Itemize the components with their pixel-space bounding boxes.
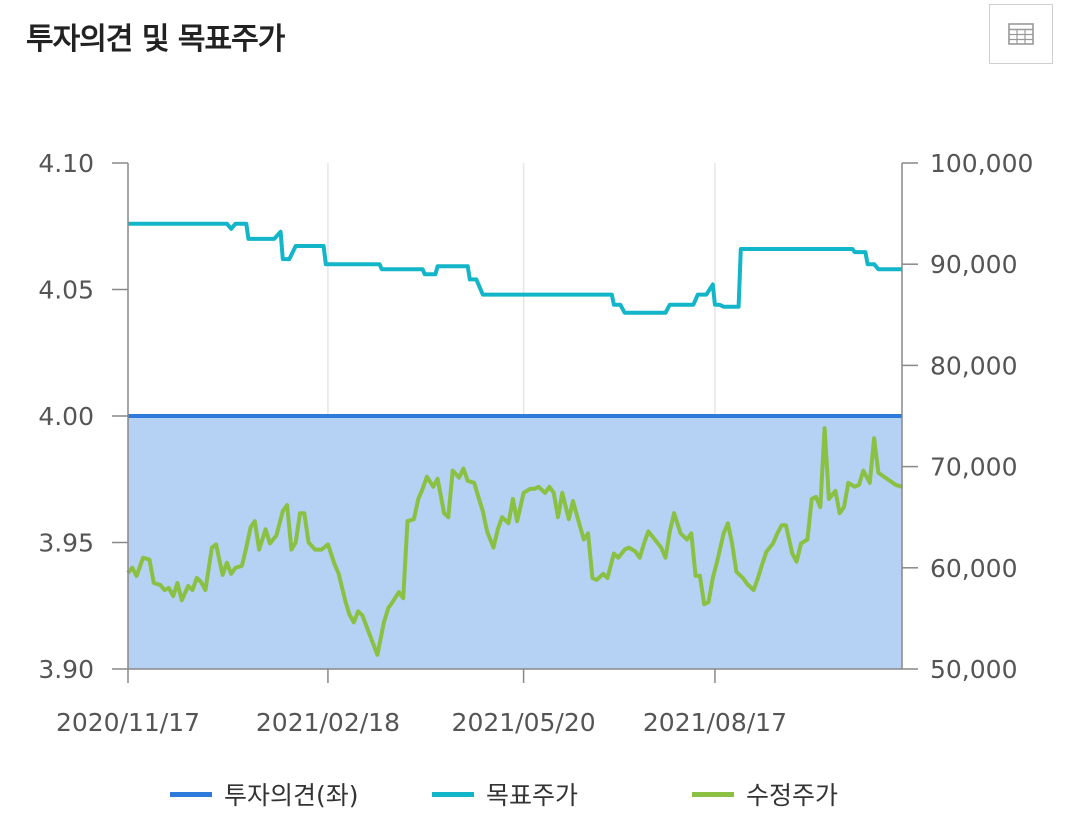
- legend-swatch-price: [692, 791, 734, 797]
- legend-item-price[interactable]: 수정주가: [692, 776, 838, 812]
- y-left-tick-label: 4.10: [38, 149, 94, 178]
- table-icon: [1008, 23, 1034, 45]
- legend-item-opinion[interactable]: 투자의견(좌): [170, 776, 359, 812]
- y-right-tick-label: 100,000: [930, 149, 1033, 178]
- y-left-tick-label: 3.95: [38, 529, 94, 558]
- x-tick-label: 2021/08/17: [643, 708, 787, 737]
- x-tick-label: 2021/05/20: [452, 708, 596, 737]
- legend-swatch-target: [432, 791, 474, 797]
- y-right-tick-label: 60,000: [930, 554, 1017, 583]
- opinion-area: [128, 416, 902, 669]
- page-title: 투자의견 및 목표주가: [26, 22, 285, 57]
- legend-swatch-opinion: [170, 791, 212, 797]
- legend-label-opinion: 투자의견(좌): [224, 781, 359, 810]
- y-right-tick-label: 90,000: [930, 250, 1017, 279]
- legend-label-target: 목표주가: [486, 781, 579, 810]
- table-view-button[interactable]: [989, 4, 1053, 64]
- plot-series: [126, 221, 903, 669]
- x-tick-label: 2021/02/18: [256, 708, 400, 737]
- legend-label-price: 수정주가: [746, 781, 839, 810]
- adjusted-price-line: [126, 426, 903, 657]
- x-tick-label: 2020/11/17: [56, 708, 200, 737]
- y-right-tick-label: 70,000: [930, 453, 1017, 482]
- legend: 투자의견(좌) 목표주가 수정주가: [0, 776, 1080, 816]
- target-price-line: [128, 221, 902, 315]
- y-left-tick-label: 3.90: [38, 655, 94, 684]
- legend-item-target[interactable]: 목표주가: [432, 776, 578, 812]
- y-right-tick-label: 80,000: [930, 351, 1017, 380]
- axes: 4.10 4.05 4.00 3.95 3.90 100,000 90,000 80,000 7…: [38, 149, 1033, 737]
- chart: 4.10 4.05 4.00 3.95 3.90 100,000 90,000 80,000 7…: [38, 149, 1033, 737]
- y-right-tick-label: 50,000: [930, 655, 1017, 684]
- y-left-tick-label: 4.00: [38, 402, 94, 431]
- y-left-tick-label: 4.05: [38, 276, 94, 305]
